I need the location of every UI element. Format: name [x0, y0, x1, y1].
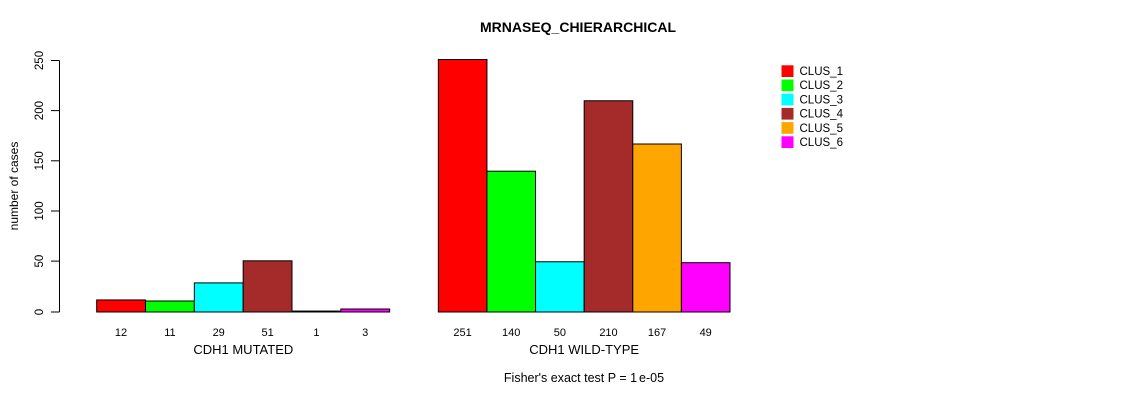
svg-text:CLUS_1: CLUS_1	[800, 66, 843, 78]
svg-text:CDH1 MUTATED: CDH1 MUTATED	[193, 342, 293, 357]
svg-text:50: 50	[34, 255, 46, 268]
svg-text:3: 3	[362, 327, 368, 339]
svg-text:210: 210	[599, 327, 617, 339]
svg-text:150: 150	[34, 151, 46, 170]
svg-text:50: 50	[554, 327, 566, 339]
svg-text:200: 200	[34, 101, 46, 120]
svg-text:11: 11	[164, 327, 175, 339]
svg-text:1: 1	[313, 327, 319, 339]
svg-text:51: 51	[261, 327, 273, 339]
svg-text:49: 49	[700, 327, 712, 339]
svg-text:Fisher's exact test P = 1e-05: Fisher's exact test P = 1 e-05	[504, 371, 664, 385]
svg-text:167: 167	[648, 327, 666, 339]
svg-text:MRNASEQ_CHIERARCHICAL: MRNASEQ_CHIERARCHICAL	[480, 19, 676, 35]
svg-text:CLUS_5: CLUS_5	[800, 123, 843, 135]
svg-text:CLUS_4: CLUS_4	[800, 109, 844, 121]
svg-text:number of cases: number of cases	[7, 142, 21, 231]
svg-text:CLUS_3: CLUS_3	[800, 94, 843, 106]
svg-text:0: 0	[34, 309, 46, 315]
svg-text:251: 251	[453, 327, 471, 339]
svg-text:29: 29	[213, 327, 225, 339]
svg-text:140: 140	[502, 327, 520, 339]
svg-text:100: 100	[34, 201, 46, 220]
svg-text:CLUS_6: CLUS_6	[800, 137, 843, 149]
svg-text:12: 12	[115, 327, 127, 339]
svg-text:CLUS_2: CLUS_2	[800, 80, 843, 92]
svg-text:CDH1 WILD-TYPE: CDH1 WILD-TYPE	[529, 342, 639, 357]
svg-text:250: 250	[34, 51, 46, 70]
